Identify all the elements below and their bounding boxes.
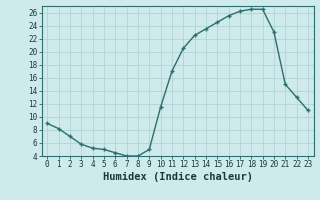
X-axis label: Humidex (Indice chaleur): Humidex (Indice chaleur): [103, 172, 252, 182]
